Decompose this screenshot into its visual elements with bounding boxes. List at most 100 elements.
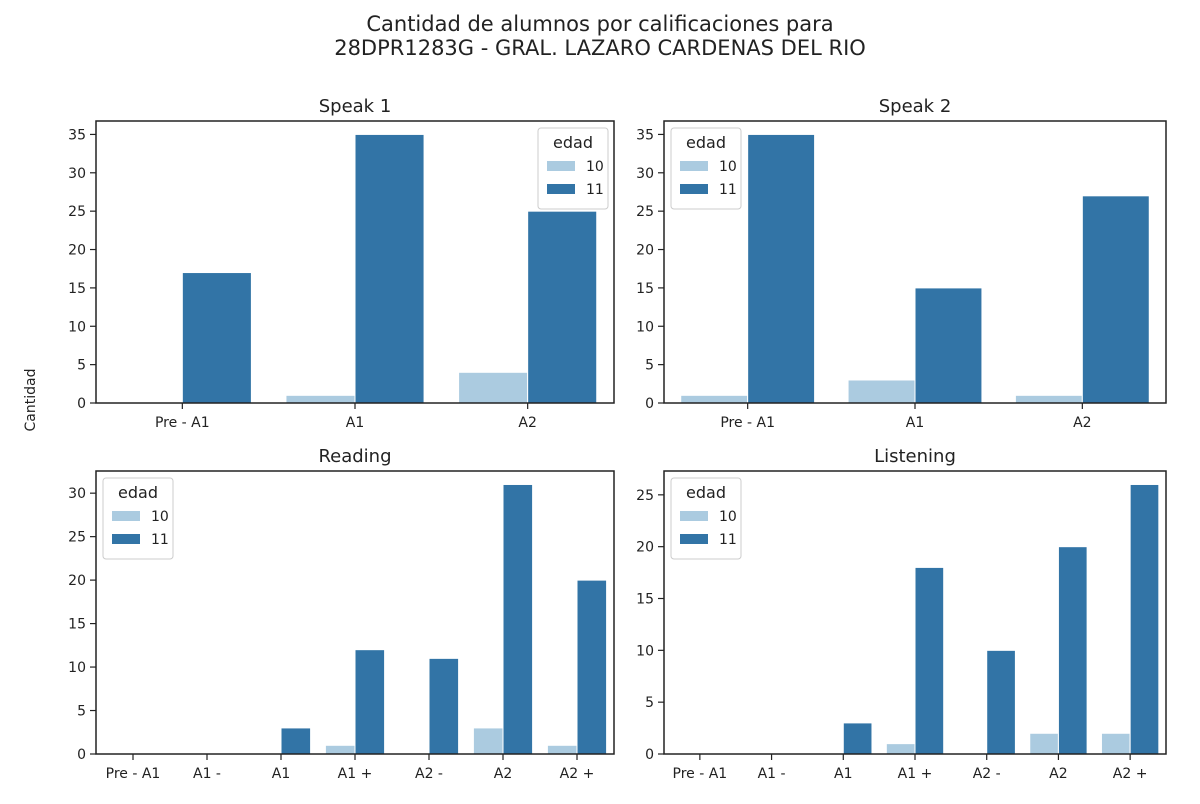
legend-label-edad-10: 10 — [719, 159, 737, 175]
x-tick-label: A2 + — [1113, 766, 1148, 782]
x-tick-label: A1 — [272, 766, 290, 782]
subplot-2: Speak 2 0 5 10 15 20 25 30 35 Pre - A1 A1 A2 edad 10 1… — [636, 96, 1167, 431]
x-tick-label: A2 — [494, 766, 512, 782]
legend-title: edad — [686, 133, 726, 152]
y-tick-label: 25 — [68, 204, 86, 220]
legend-label-edad-11: 11 — [719, 532, 737, 548]
x-tick-label: A1 + — [898, 766, 933, 782]
bar-edad-11 — [1129, 483, 1160, 755]
x-tick-label: A1 + — [338, 766, 373, 782]
legend-swatch-edad-10 — [680, 161, 708, 171]
bar-edad-11 — [1057, 546, 1088, 755]
bar-edad-10 — [1100, 732, 1131, 755]
legend-swatch-edad-11 — [680, 184, 708, 194]
bar-edad-11 — [747, 133, 816, 404]
subplot-title: Speak 2 — [879, 96, 952, 117]
bar-edad-10 — [1014, 394, 1083, 404]
subplot-4: Listening 0 5 10 15 20 25 Pre - A1 A1 - A1 A1 + A2 … — [636, 446, 1167, 782]
bar-edad-11 — [914, 566, 945, 755]
y-tick-label: 30 — [68, 486, 86, 502]
legend-title: edad — [553, 133, 593, 152]
y-tick-label: 0 — [77, 396, 86, 412]
x-tick-label: Pre - A1 — [155, 415, 210, 431]
bar-edad-11 — [527, 210, 598, 404]
legend-swatch-edad-11 — [547, 184, 575, 194]
legend-label-edad-11: 11 — [719, 182, 737, 198]
y-tick-label: 15 — [636, 592, 654, 608]
subplot-title: Reading — [318, 446, 391, 467]
y-tick-label: 5 — [645, 358, 654, 374]
x-tick-label: A1 — [346, 415, 364, 431]
bar-edad-10 — [847, 379, 916, 404]
y-tick-label: 10 — [68, 660, 86, 676]
x-tick-label: Pre - A1 — [106, 766, 161, 782]
legend-swatch-edad-10 — [680, 511, 708, 521]
legend-label-edad-11: 11 — [586, 182, 604, 198]
bar-edad-11 — [914, 287, 983, 404]
plot-frame — [95, 470, 615, 755]
y-tick-label: 15 — [68, 617, 86, 633]
legend-label-edad-10: 10 — [151, 509, 169, 525]
y-tick-label: 0 — [645, 747, 654, 763]
y-tick-label: 20 — [636, 540, 654, 556]
y-tick-label: 20 — [68, 243, 86, 259]
y-tick-label: 20 — [68, 573, 86, 589]
y-tick-label: 30 — [636, 166, 654, 182]
bar-edad-11 — [280, 727, 312, 755]
legend: edad 10 11 — [102, 477, 174, 560]
bar-edad-11 — [502, 483, 534, 755]
y-tick-label: 35 — [68, 127, 86, 143]
y-tick-label: 25 — [636, 488, 654, 504]
y-tick-label: 10 — [636, 319, 654, 335]
y-tick-label: 10 — [636, 643, 654, 659]
legend-swatch-edad-10 — [547, 161, 575, 171]
bar-edad-10 — [458, 371, 529, 404]
y-tick-label: 5 — [77, 704, 86, 720]
bar-edad-11 — [986, 649, 1016, 755]
x-tick-label: A2 — [1049, 766, 1067, 782]
subplot-3: Reading 0 5 10 15 20 25 30 Pre - A1 A1 - A1 A1 + A2 … — [68, 446, 615, 782]
legend-label-edad-11: 11 — [151, 532, 169, 548]
y-tick-label: 10 — [68, 319, 86, 335]
subplot-title: Speak 1 — [319, 96, 392, 117]
legend-title: edad — [686, 483, 726, 502]
legend-swatch-edad-10 — [112, 511, 140, 521]
legend-swatch-edad-11 — [680, 534, 708, 544]
x-tick-label: A1 — [834, 766, 852, 782]
y-tick-label: 30 — [68, 166, 86, 182]
y-tick-label: 15 — [68, 281, 86, 297]
legend: edad 10 11 — [537, 127, 609, 210]
bar-edad-11 — [428, 657, 460, 755]
legend-swatch-edad-11 — [112, 534, 140, 544]
bar-edad-11 — [354, 649, 386, 755]
bar-edad-11 — [181, 272, 252, 404]
x-tick-label: A1 — [906, 415, 924, 431]
legend: edad 10 11 — [670, 127, 742, 210]
y-tick-label: 5 — [77, 358, 86, 374]
figure-title-line-2: 28DPR1283G - GRAL. LAZARO CARDENAS DEL R… — [334, 36, 866, 60]
bar-edad-10 — [1029, 732, 1059, 755]
figure-title-line-1: Cantidad de alumnos por calificaciones p… — [366, 12, 834, 36]
bar-edad-10 — [546, 744, 578, 755]
bar-edad-11 — [354, 133, 425, 404]
legend: edad 10 11 — [670, 477, 742, 560]
x-tick-label: A1 - — [193, 766, 221, 782]
x-tick-label: Pre - A1 — [673, 766, 728, 782]
y-tick-label: 25 — [636, 204, 654, 220]
x-tick-label: Pre - A1 — [720, 415, 775, 431]
y-tick-label: 20 — [636, 243, 654, 259]
y-tick-label: 25 — [68, 530, 86, 546]
bar-edad-11 — [1081, 195, 1150, 404]
bar-edad-10 — [680, 394, 749, 404]
x-tick-label: A2 - — [973, 766, 1001, 782]
y-tick-label: 0 — [77, 747, 86, 763]
x-tick-label: A2 — [518, 415, 536, 431]
bar-edad-11 — [842, 722, 873, 755]
x-tick-label: A2 — [1073, 415, 1091, 431]
y-tick-label: 15 — [636, 281, 654, 297]
plot-frame — [663, 470, 1167, 755]
x-tick-label: A2 - — [415, 766, 443, 782]
bar-edad-10 — [285, 394, 356, 404]
